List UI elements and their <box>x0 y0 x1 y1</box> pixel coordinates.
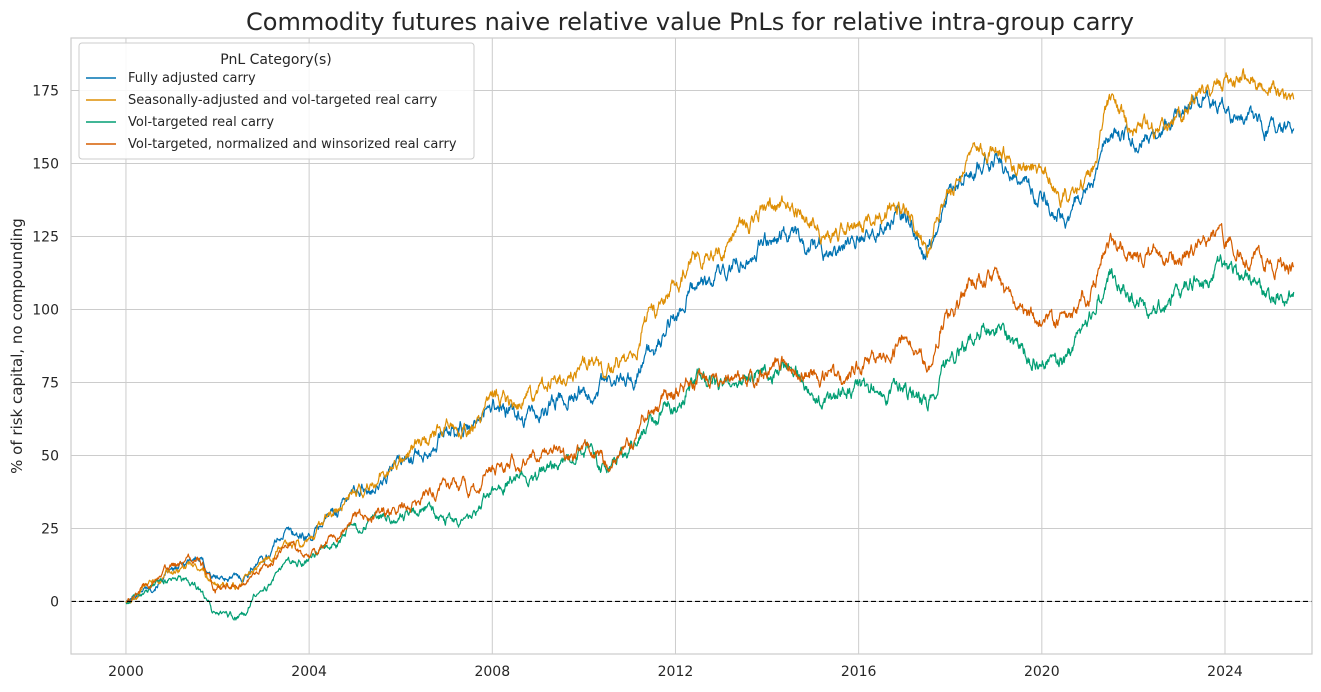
x-tick-label: 2012 <box>658 664 694 680</box>
plot-frame <box>70 37 1313 655</box>
series-line-3 <box>125 254 1295 621</box>
y-tick-label: 75 <box>41 375 59 391</box>
legend: PnL Category(s) Fully adjusted carry Seas… <box>78 42 475 160</box>
series-layer <box>71 68 1312 621</box>
x-tick-label: 2020 <box>1024 664 1060 680</box>
series-line-2 <box>125 68 1295 604</box>
x-tick-label: 2016 <box>841 664 877 680</box>
y-tick-label: 25 <box>41 521 59 537</box>
legend-entry-label: Vol-targeted real carry <box>128 115 274 130</box>
legend-entry-label: Vol-targeted, normalized and winsorized … <box>128 137 457 152</box>
legend-title: PnL Category(s) <box>220 52 332 68</box>
axis-layer: 2000 2004 2008 2012 2016 2020 2024 0 25 50 75 100 12… <box>32 84 1243 680</box>
series-line-1 <box>125 89 1295 604</box>
x-tick-label: 2000 <box>108 664 144 680</box>
x-tick-label: 2024 <box>1207 664 1243 680</box>
x-tick-label: 2004 <box>291 664 327 680</box>
series-line-4 <box>125 223 1295 603</box>
y-tick-label: 50 <box>41 448 59 464</box>
x-tick-label: 2008 <box>474 664 510 680</box>
legend-entry-label: Seasonally-adjusted and vol-targeted rea… <box>128 93 438 108</box>
legend-entry-label: Fully adjusted carry <box>128 71 256 86</box>
legend-box <box>78 42 475 160</box>
y-tick-label: 175 <box>32 84 59 100</box>
y-tick-label: 100 <box>32 303 59 319</box>
y-tick-label: 125 <box>32 230 59 246</box>
y-axis-label: % of risk capital, no compounding <box>8 218 26 474</box>
chart-title: Commodity futures naive relative value P… <box>246 8 1134 36</box>
y-tick-label: 150 <box>32 157 59 173</box>
y-tick-label: 0 <box>50 594 59 610</box>
